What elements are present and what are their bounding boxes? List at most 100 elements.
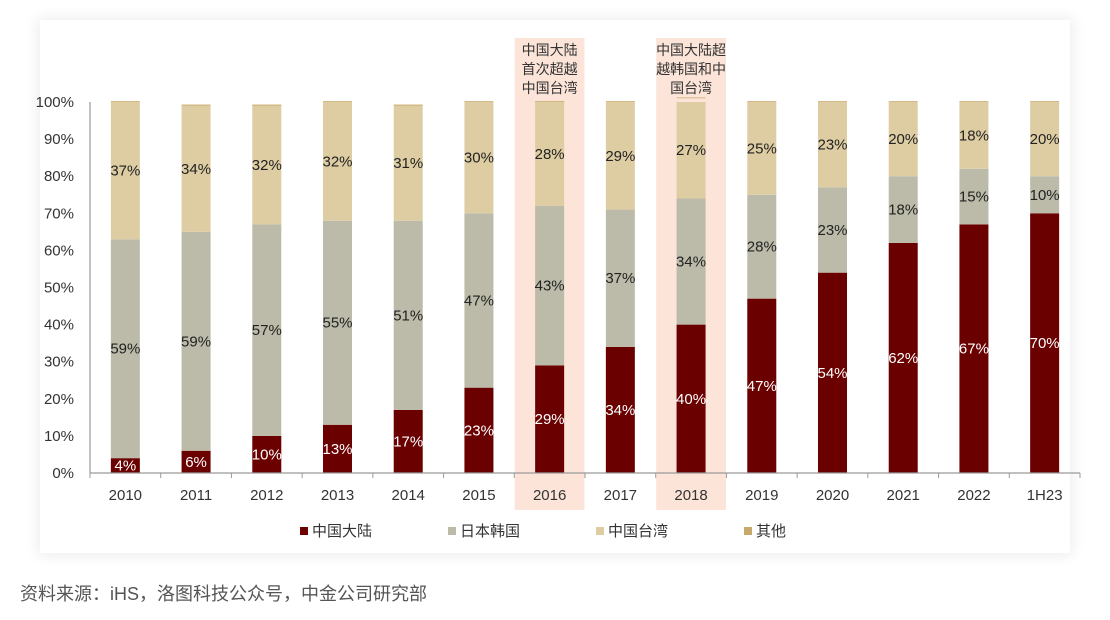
- x-tick-label: 2021: [887, 487, 920, 504]
- x-tick-label: 2018: [674, 487, 707, 504]
- bar-segment: [676, 97, 706, 99]
- bar-segment: [888, 102, 918, 177]
- bar-segment: [888, 101, 918, 102]
- bar-segment: [747, 298, 777, 473]
- bar-segment: [959, 101, 989, 102]
- data-label: 6%: [185, 454, 207, 471]
- data-label: 67%: [959, 341, 989, 358]
- bar-segment: [605, 102, 635, 210]
- bar-segment: [605, 101, 635, 102]
- data-label: 29%: [535, 411, 565, 428]
- x-tick-label: 2019: [745, 487, 778, 504]
- data-label: 15%: [959, 189, 989, 206]
- bar-segment: [959, 224, 989, 473]
- data-label: 27%: [676, 142, 706, 159]
- x-tick-label: 2010: [109, 487, 142, 504]
- data-label: 20%: [1030, 131, 1060, 148]
- bar-segment: [818, 272, 847, 473]
- data-label: 28%: [535, 146, 565, 163]
- legend-item-mainland: 中国大陆: [300, 520, 448, 541]
- data-label: 18%: [888, 202, 918, 219]
- legend-label: 中国大陆: [312, 523, 373, 540]
- bar-segment: [818, 102, 847, 188]
- legend-label: 中国台湾: [608, 523, 669, 540]
- data-label: 25%: [747, 140, 777, 157]
- bar-segment: [110, 458, 140, 473]
- data-label: 32%: [322, 153, 352, 170]
- x-tick-label: 2011: [180, 487, 212, 504]
- bar-segment: [323, 102, 352, 221]
- highlight-annotation-line: 首次超越: [522, 61, 578, 77]
- bar-segment: [181, 450, 211, 473]
- bar-segment: [818, 187, 847, 273]
- bar-segment: [464, 102, 494, 214]
- data-label: 30%: [464, 150, 494, 167]
- x-tick-label: 2022: [957, 487, 990, 504]
- bar-segment: [747, 102, 777, 195]
- bar-segment: [181, 105, 211, 232]
- y-tick-label: 70%: [44, 205, 74, 222]
- highlight-annotation-line: 国台湾: [670, 80, 712, 96]
- x-tick-label: 2020: [816, 487, 849, 504]
- bar-segment: [605, 346, 635, 473]
- data-label: 40%: [676, 391, 706, 408]
- legend-label: 其他: [756, 523, 787, 540]
- legend-item-japan-korea: 日本韩国: [448, 520, 596, 541]
- legend-swatch: [596, 526, 604, 535]
- y-tick-label: 90%: [44, 131, 74, 148]
- highlight-annotation-line: 中国大陆超: [656, 42, 726, 58]
- data-label: 70%: [1030, 335, 1060, 352]
- bar-segment: [464, 387, 494, 473]
- legend-label: 日本韩国: [460, 523, 521, 540]
- bar-segment: [676, 102, 706, 199]
- bar-segment: [1030, 176, 1060, 214]
- bar-segment: [323, 101, 352, 102]
- bar-segment: [181, 231, 211, 451]
- bar-segment: [393, 104, 423, 106]
- bar-segment: [1030, 102, 1060, 177]
- data-label: 34%: [676, 254, 706, 271]
- source-note: 资料来源：iHS，洛图科技公众号，中金公司研究部: [20, 584, 428, 604]
- data-label: 55%: [322, 315, 352, 332]
- bar-segment: [676, 198, 706, 325]
- y-tick-label: 60%: [44, 242, 74, 259]
- bar-segment: [464, 213, 494, 388]
- bar-segment: [818, 101, 847, 102]
- data-label: 47%: [747, 378, 777, 395]
- highlight-annotation-line: 中国台湾: [522, 80, 578, 96]
- data-label: 32%: [252, 157, 282, 174]
- data-label: 29%: [605, 148, 635, 165]
- y-tick-label: 30%: [44, 354, 74, 371]
- data-label: 17%: [393, 433, 423, 450]
- bar-segment: [252, 435, 282, 473]
- data-label: 59%: [181, 333, 211, 350]
- bar-segment: [747, 101, 777, 102]
- data-label: 34%: [181, 161, 211, 178]
- x-tick-label: 2014: [392, 487, 425, 504]
- bar-segment: [676, 324, 706, 473]
- bar-segment: [1030, 101, 1060, 102]
- bar-segment: [323, 424, 352, 473]
- legend-swatch: [300, 526, 308, 535]
- bar-segment: [393, 220, 423, 410]
- data-label: 28%: [747, 239, 777, 256]
- data-label: 37%: [110, 163, 140, 180]
- bar-segment: [959, 168, 989, 225]
- data-label: 54%: [817, 365, 847, 382]
- data-label: 34%: [605, 402, 635, 419]
- data-label: 51%: [393, 307, 423, 324]
- bar-segment: [1030, 213, 1060, 474]
- bar-segment: [464, 101, 494, 102]
- bar-segment: [181, 104, 211, 106]
- data-label: 37%: [605, 270, 635, 287]
- highlight-annotation-line: 越韩国和中: [656, 61, 726, 77]
- x-tick-label: 2013: [321, 487, 354, 504]
- legend-swatch: [448, 526, 456, 535]
- y-tick-label: 0%: [52, 465, 74, 482]
- bar-segment: [888, 242, 918, 473]
- bar-segment: [535, 365, 565, 473]
- bar-segment: [393, 105, 423, 221]
- bar-segment: [252, 104, 282, 106]
- y-tick-label: 10%: [44, 428, 74, 445]
